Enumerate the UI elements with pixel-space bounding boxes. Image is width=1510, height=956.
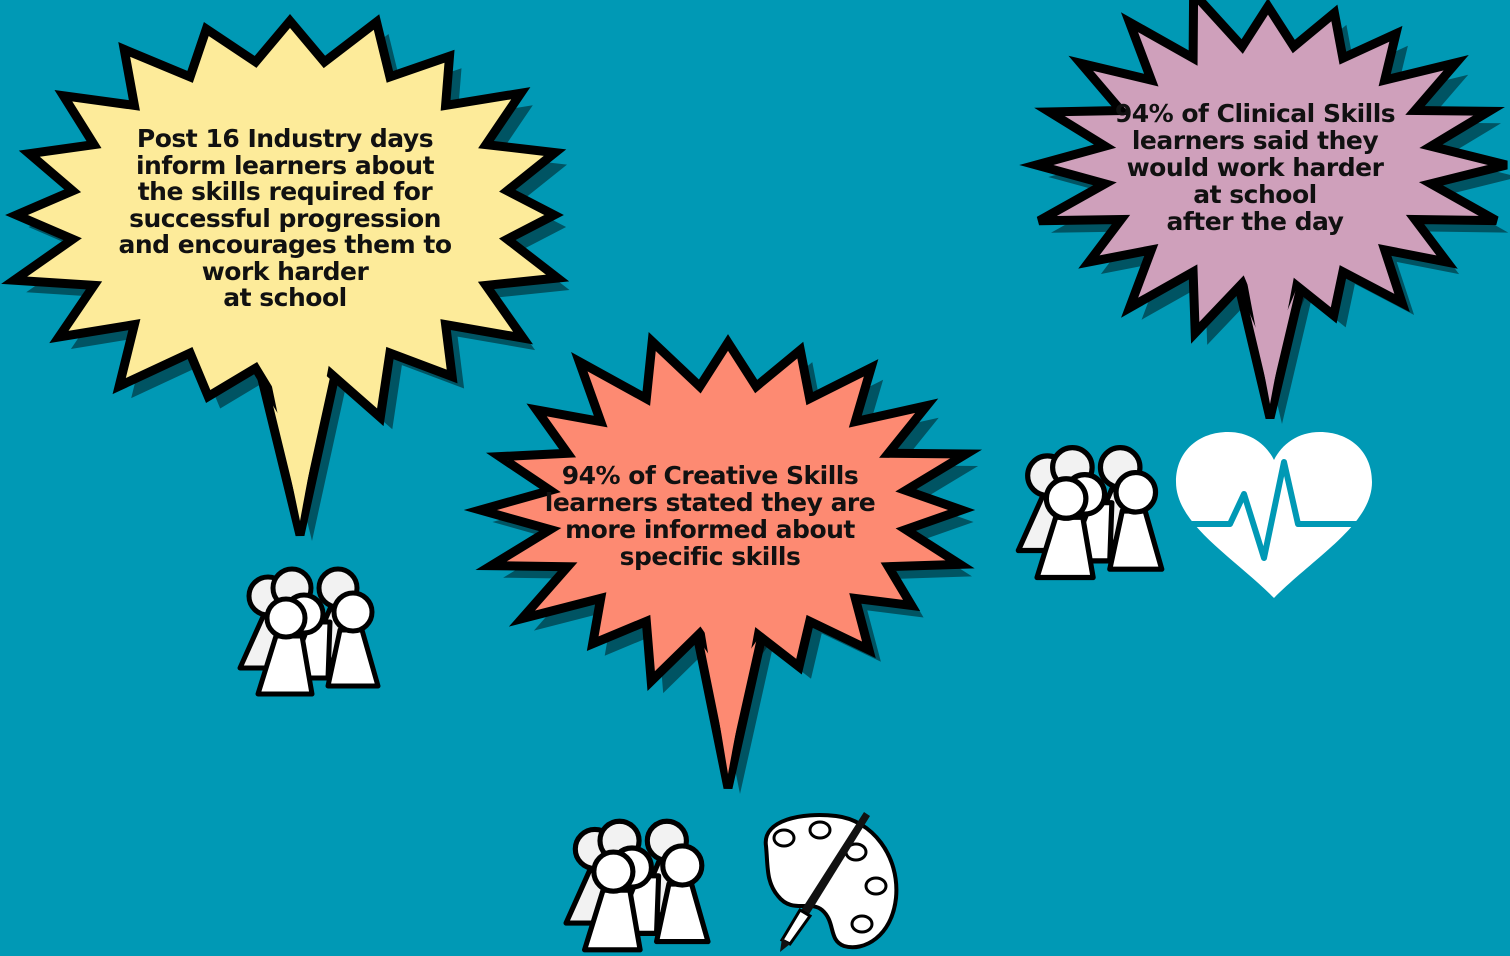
people-group-icon bbox=[237, 566, 381, 697]
heart-pulse-icon bbox=[1176, 432, 1372, 598]
creative-skills-text: 94% of Creative Skills learners stated t… bbox=[544, 461, 876, 571]
people-group-icon bbox=[1015, 444, 1165, 581]
people-group-icon bbox=[563, 818, 711, 953]
burst-clinical-skills bbox=[1019, 0, 1510, 424]
clinical-skills-text: 94% of Clinical Skills learners said the… bbox=[1114, 99, 1396, 236]
paint-palette-icon bbox=[763, 812, 899, 952]
burst-creative-skills bbox=[463, 331, 983, 794]
speech-bursts bbox=[1, 0, 1510, 794]
burst-industry-days bbox=[1, 14, 570, 541]
industry-days-text: Post 16 Industry days inform learners ab… bbox=[118, 124, 452, 312]
